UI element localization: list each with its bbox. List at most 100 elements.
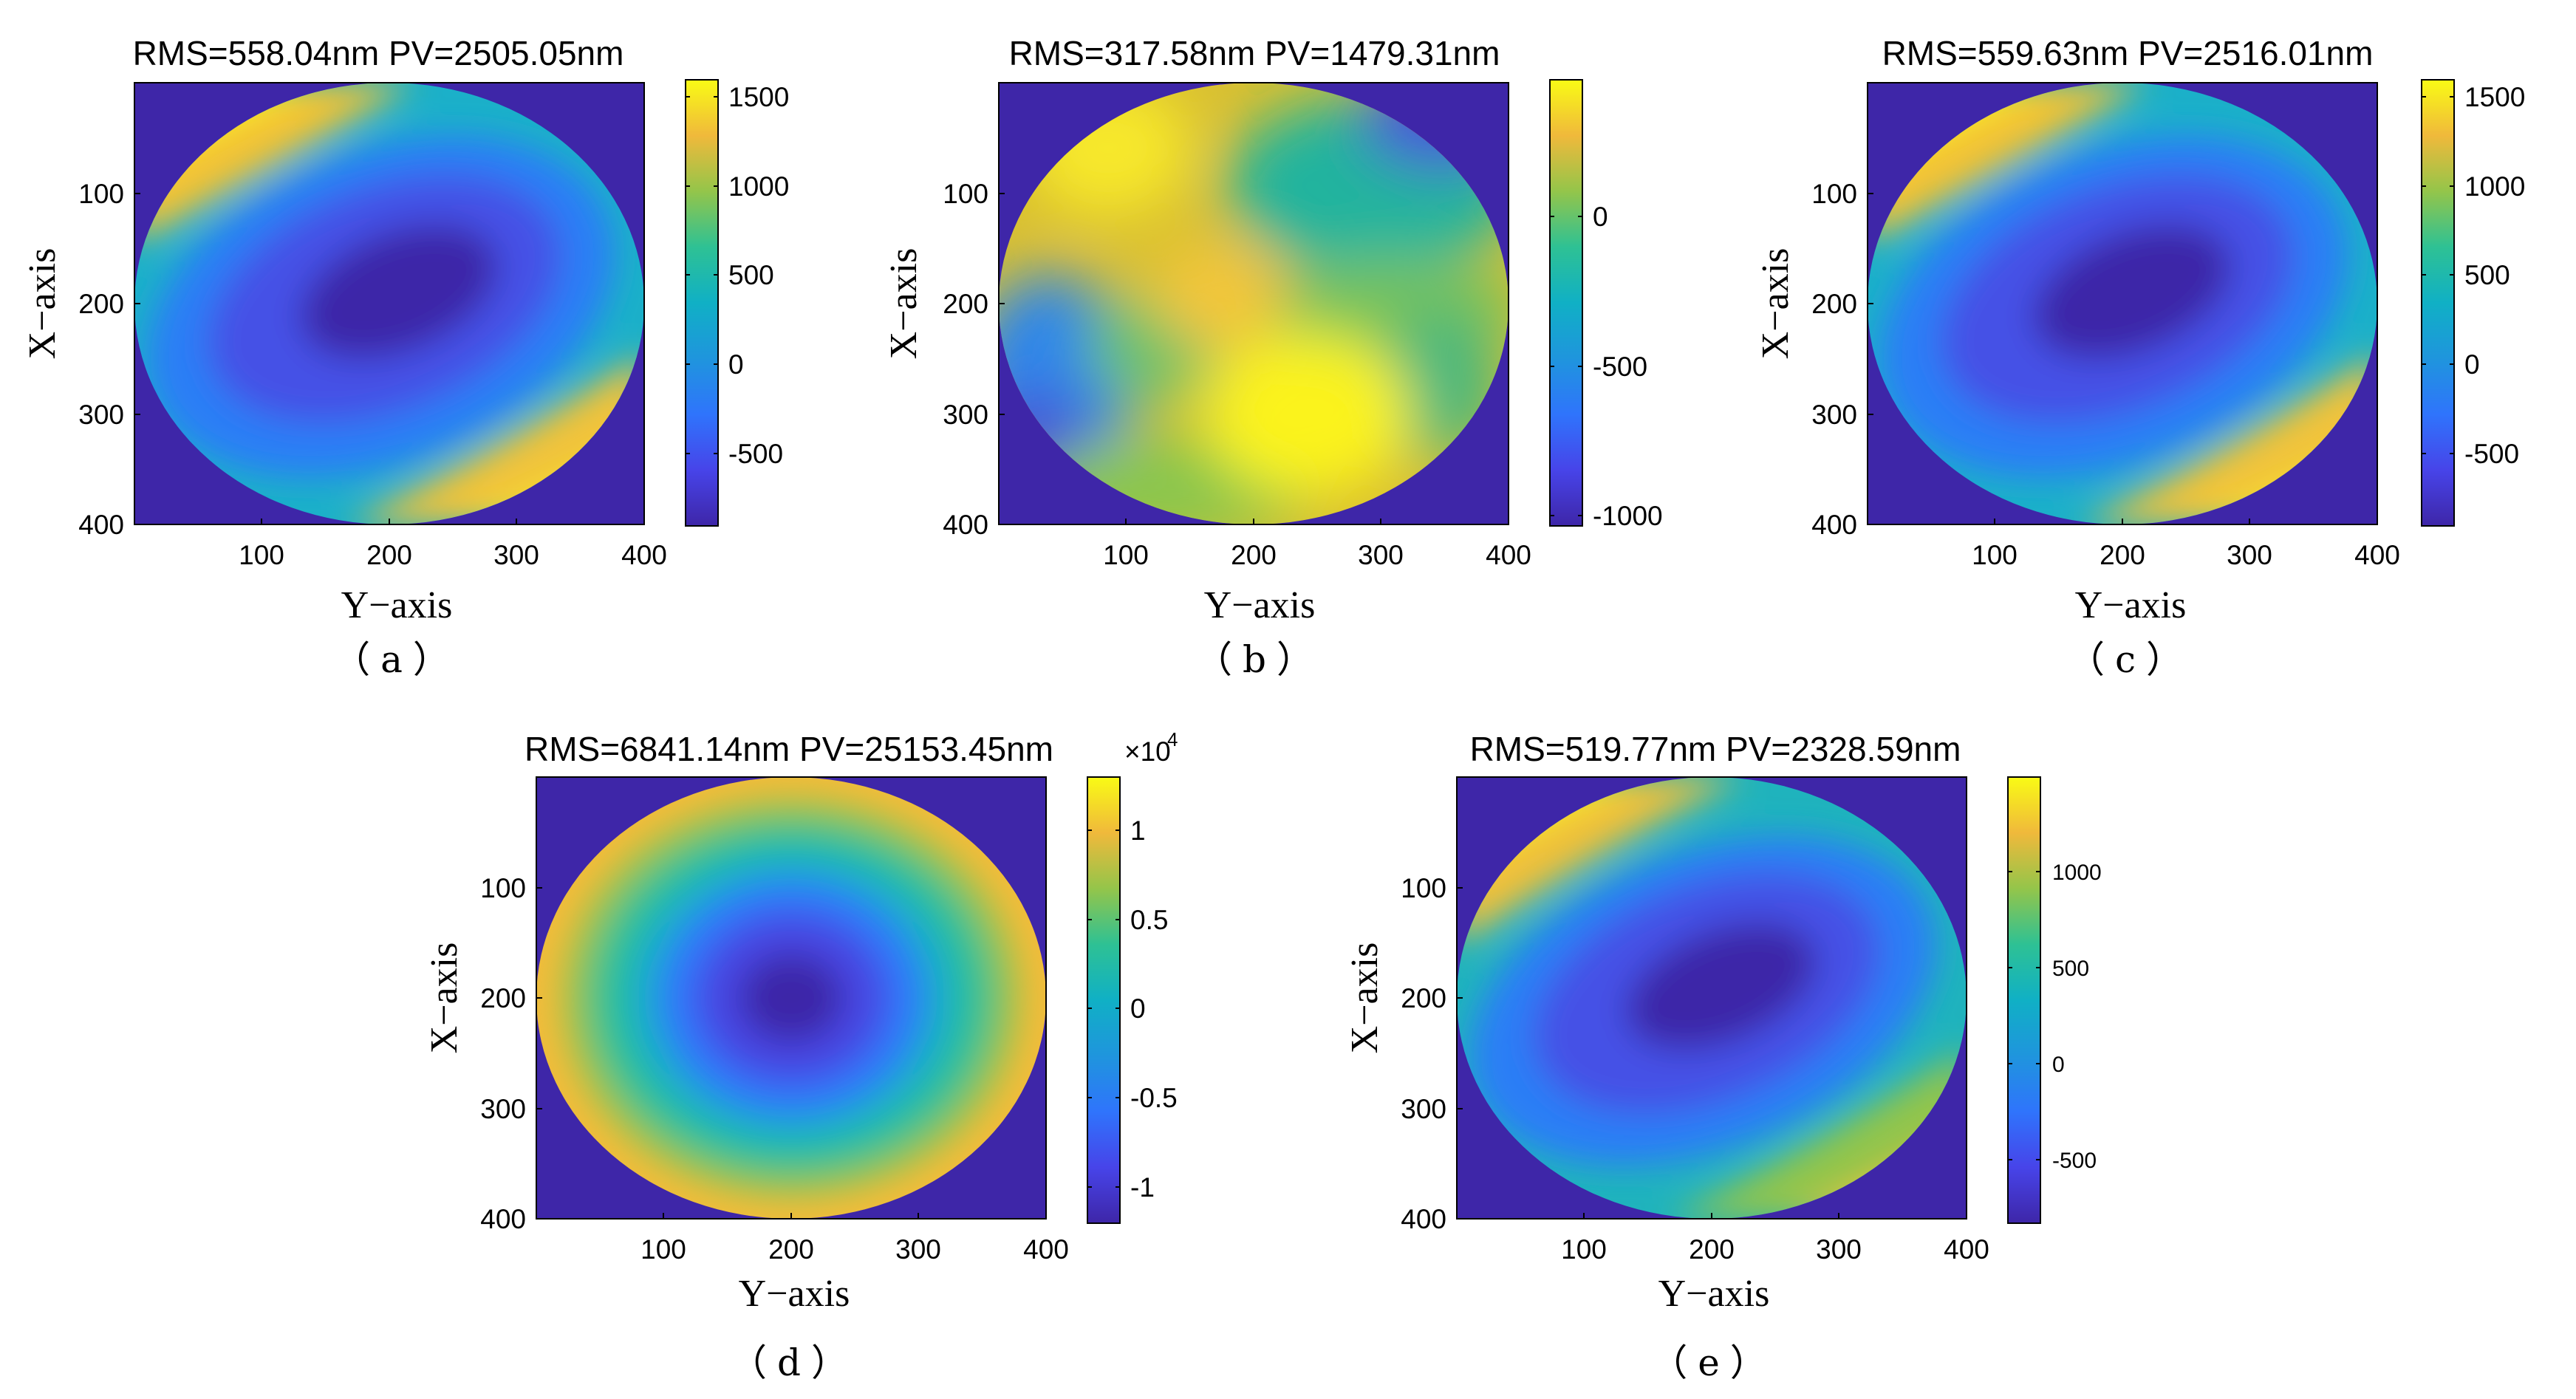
panel-a: RMS=558.04nm PV=2505.05nm 100 200 300 xyxy=(21,34,789,681)
panel-a-yticks: 100 200 300 400 xyxy=(78,179,140,540)
panel-d-ytick-label: 300 xyxy=(480,1094,526,1124)
panel-a-xtick-label: 300 xyxy=(493,540,539,570)
panel-c-xtick-label: 300 xyxy=(2227,540,2272,570)
panel-c-colorbar-tick-label: 1500 xyxy=(2464,82,2525,112)
panel-d-yticks: 100 200 300 400 xyxy=(480,873,542,1234)
panel-b-title: RMS=317.58nm PV=1479.31nm xyxy=(1009,34,1500,72)
panel-c-colorbar-tick-label: 500 xyxy=(2464,260,2510,290)
panel-d-colorbar-tick-label: 1 xyxy=(1130,815,1146,846)
panel-c-ytick-label: 400 xyxy=(1811,510,1857,540)
panel-e-yticks: 100 200 300 400 xyxy=(1401,873,1463,1234)
panel-a-colorbar-tick-label: 1000 xyxy=(728,171,789,202)
panel-a-ytick-label: 200 xyxy=(78,289,124,319)
panel-e-xticks: 100 200 300 400 xyxy=(1561,1213,1989,1265)
panel-a-xtick-label: 200 xyxy=(366,540,412,570)
panel-d-ytick-label: 100 xyxy=(480,873,526,903)
panel-d: RMS=6841.14nm PV=25153.45nm ×10 4 100 20… xyxy=(423,728,1178,1384)
panel-b-ytick-label: 400 xyxy=(943,510,988,540)
panel-e-title: RMS=519.77nm PV=2328.59nm xyxy=(1470,730,1961,768)
panel-b-ytick-label: 100 xyxy=(943,179,988,209)
panel-d-ytick-label: 400 xyxy=(480,1204,526,1234)
panel-d-colorbar-tick-label: -1 xyxy=(1130,1172,1155,1203)
panel-c-ytick-label: 200 xyxy=(1811,289,1857,319)
panel-e-xtick-label: 200 xyxy=(1689,1234,1735,1265)
panel-e: RMS=519.77nm PV=2328.59nm 100 200 300 xyxy=(1344,730,2102,1384)
panel-c-xtick-label: 200 xyxy=(2100,540,2145,570)
panel-e-ytick-label: 300 xyxy=(1401,1094,1446,1124)
panel-e-xtick-label: 300 xyxy=(1816,1234,1862,1265)
panel-b-xtick-label: 200 xyxy=(1231,540,1277,570)
panel-a-colorbar-tick-label: 1500 xyxy=(728,82,789,112)
panel-c-colorbar-ticks: 1500 1000 500 0 -500 xyxy=(2422,82,2525,469)
panel-c-xlabel: Y−axis xyxy=(2075,584,2187,626)
panel-b-yticks: 100 200 300 400 xyxy=(943,179,1005,540)
panel-a-colorbar xyxy=(685,79,719,527)
panel-a-colorbar-tick-label: 500 xyxy=(728,260,774,290)
panel-d-colorbar xyxy=(1087,776,1121,1224)
panel-c-caption: （c） xyxy=(2068,638,2193,681)
panel-d-colorbar-tick-label: 0 xyxy=(1130,993,1146,1024)
panel-e-colorbar-tick-label: 1000 xyxy=(2052,861,2102,885)
panel-a-colorbar-tick-label: 0 xyxy=(728,349,744,380)
panel-a-ytick-label: 400 xyxy=(78,510,124,540)
panel-a-xlabel: Y−axis xyxy=(341,584,453,626)
panel-c-ytick-label: 100 xyxy=(1811,179,1857,209)
panel-e-ytick-label: 100 xyxy=(1401,873,1446,903)
panel-a-ylabel: X−axis xyxy=(21,248,64,360)
panel-b: RMS=317.58nm PV=1479.31nm xyxy=(883,34,1663,681)
panel-d-ylabel: X−axis xyxy=(423,943,465,1054)
panel-c-title: RMS=559.63nm PV=2516.01nm xyxy=(1882,34,2374,72)
panel-c-colorbar-tick-label: 0 xyxy=(2464,349,2480,380)
panel-a-xtick-label: 100 xyxy=(239,540,284,570)
panel-c-xtick-label: 100 xyxy=(1972,540,2018,570)
panel-c: RMS=559.63nm PV=2516.01nm 100 200 300 xyxy=(1755,34,2525,681)
panel-e-caption: （e） xyxy=(1650,1341,1777,1384)
panel-d-xtick-label: 300 xyxy=(895,1234,941,1265)
panel-c-colorbar-tick-label: -500 xyxy=(2464,439,2519,469)
panel-b-xlabel: Y−axis xyxy=(1204,584,1316,626)
panel-b-colorbar-ticks: 0 -500 -1000 xyxy=(1550,202,1663,531)
panel-b-xticks: 100 200 300 400 xyxy=(1103,519,1531,570)
panel-d-caption: （d） xyxy=(730,1341,858,1384)
panel-b-xtick-label: 300 xyxy=(1358,540,1404,570)
panel-d-xtick-label: 100 xyxy=(640,1234,686,1265)
panel-a-xticks: 100 200 300 400 xyxy=(239,519,667,570)
panel-b-caption: （b） xyxy=(1195,638,1324,681)
panel-d-colorbar-multiplier: ×10 xyxy=(1124,736,1171,767)
panel-a-title: RMS=558.04nm PV=2505.05nm xyxy=(133,34,624,72)
panel-b-ytick-label: 300 xyxy=(943,400,988,430)
panel-e-ylabel: X−axis xyxy=(1344,943,1386,1054)
panel-b-ylabel: X−axis xyxy=(883,248,925,360)
panel-e-colorbar-tick-label: -500 xyxy=(2052,1149,2097,1173)
panel-b-xtick-label: 400 xyxy=(1486,540,1531,570)
panel-b-xtick-label: 100 xyxy=(1103,540,1149,570)
panel-d-xticks: 100 200 300 400 xyxy=(640,1213,1069,1265)
panel-e-xlabel: Y−axis xyxy=(1658,1273,1770,1315)
panel-a-caption: （a） xyxy=(333,638,460,681)
panel-d-colorbar-tick-label: 0.5 xyxy=(1130,905,1168,935)
panel-d-xtick-label: 400 xyxy=(1023,1234,1069,1265)
panel-d-ytick-label: 200 xyxy=(480,983,526,1013)
panel-e-colorbar-ticks: 1000 500 0 -500 xyxy=(2008,861,2102,1173)
panel-b-ytick-label: 200 xyxy=(943,289,988,319)
panel-d-colorbar-ticks: 1 0.5 0 -0.5 -1 xyxy=(1087,815,1178,1203)
panel-c-colorbar xyxy=(2421,79,2455,527)
panel-e-ytick-label: 200 xyxy=(1401,983,1446,1013)
panel-c-xtick-label: 400 xyxy=(2354,540,2400,570)
panel-b-colorbar-tick-label: -500 xyxy=(1593,352,1647,382)
panel-e-wavefront-surface xyxy=(1457,777,1967,1219)
panel-e-ytick-label: 400 xyxy=(1401,1204,1446,1234)
panel-e-xtick-label: 400 xyxy=(1944,1234,1989,1265)
panel-d-wavefront-surface xyxy=(536,777,1046,1219)
panel-b-colorbar xyxy=(1549,79,1583,527)
panel-b-colorbar-tick-label: -1000 xyxy=(1593,501,1663,531)
panel-c-yticks: 100 200 300 400 xyxy=(1811,179,1873,540)
panel-e-colorbar xyxy=(2007,776,2041,1224)
panel-e-xtick-label: 100 xyxy=(1561,1234,1607,1265)
panel-c-colorbar-tick-label: 1000 xyxy=(2464,171,2525,202)
panel-a-ytick-label: 300 xyxy=(78,400,124,430)
panel-a-wavefront-surface xyxy=(134,83,644,524)
panel-c-wavefront-surface xyxy=(1868,83,2377,524)
panel-d-title: RMS=6841.14nm PV=25153.45nm xyxy=(525,730,1053,768)
